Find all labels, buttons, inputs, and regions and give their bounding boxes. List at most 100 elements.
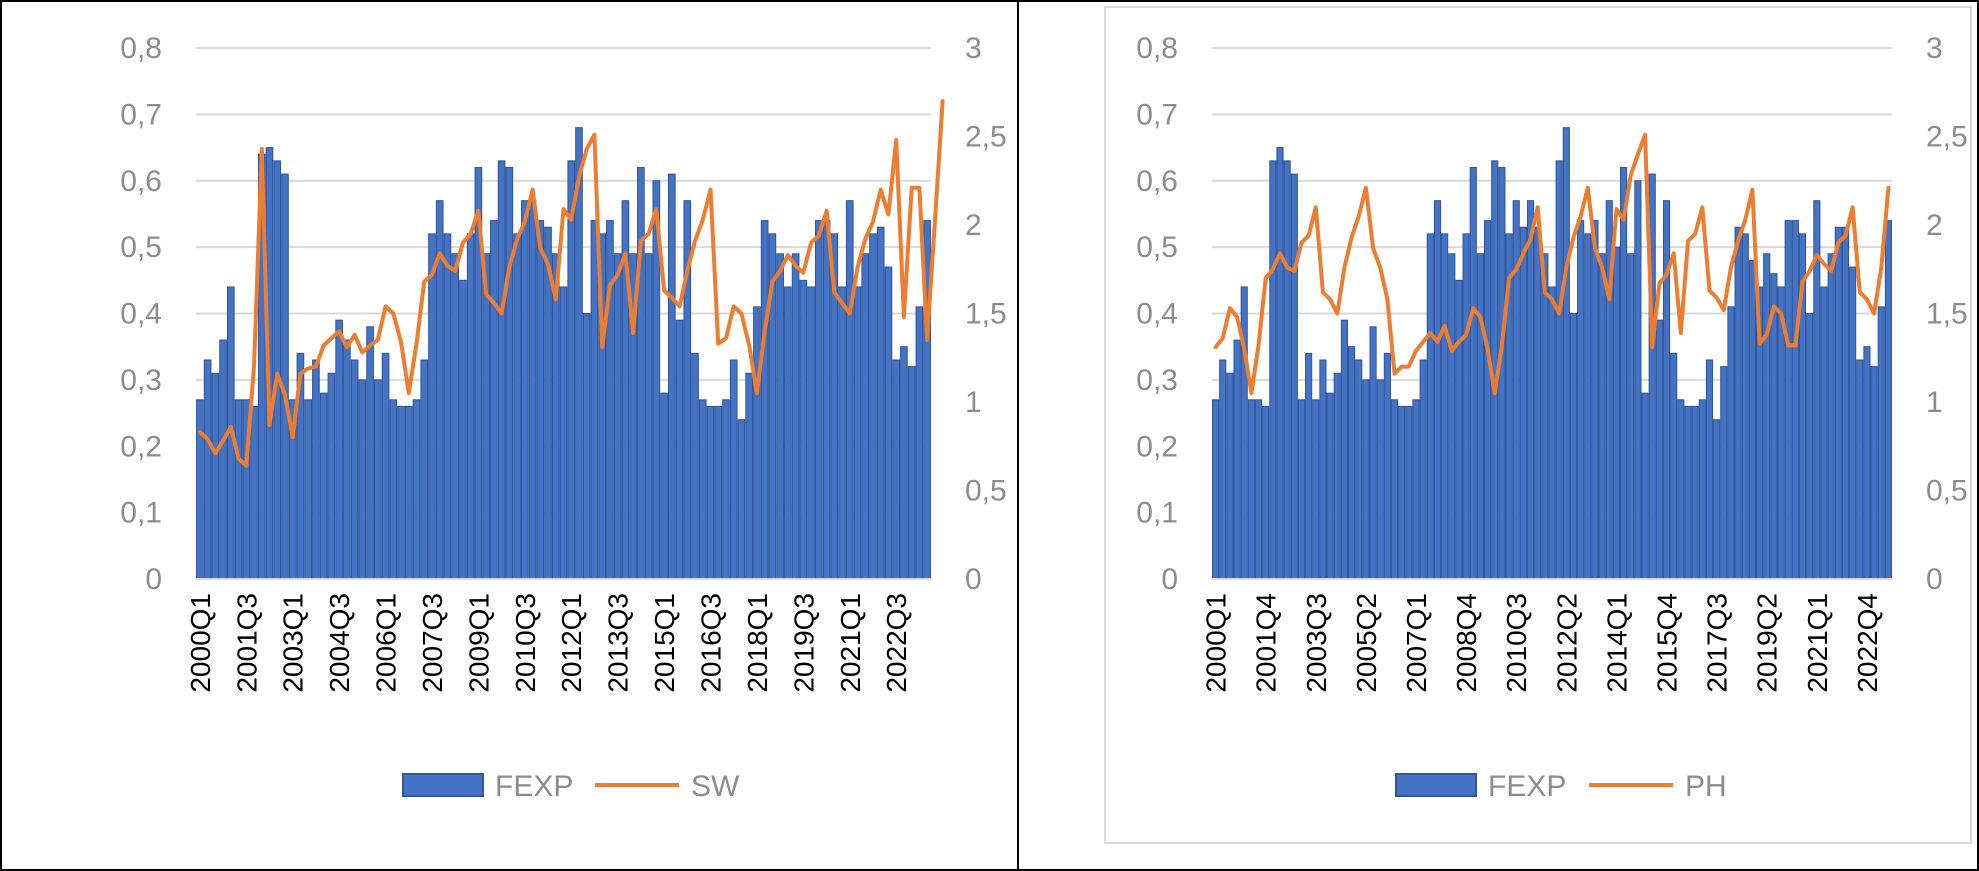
bar <box>1591 220 1599 580</box>
bar <box>745 372 754 580</box>
y-left-tick-label: 0,2 <box>120 430 162 463</box>
y-left-tick-label: 0,8 <box>120 32 162 65</box>
line-series-sw <box>197 99 945 468</box>
y-left-tick-label: 0,4 <box>1136 298 1178 331</box>
bar <box>1541 253 1549 580</box>
bar <box>1383 352 1391 580</box>
bar <box>1412 399 1420 580</box>
x-tick-label: 2005Q2 <box>1351 593 1382 693</box>
bar <box>1677 399 1685 580</box>
bar <box>1784 220 1792 580</box>
bar <box>211 372 220 580</box>
bar <box>1655 319 1663 580</box>
bar <box>1333 372 1341 580</box>
bar <box>1398 405 1406 580</box>
bar <box>1662 200 1671 580</box>
bar <box>358 379 367 580</box>
bar <box>1319 359 1327 580</box>
x-tick-label: 2022Q3 <box>881 593 912 693</box>
bar <box>1791 220 1799 580</box>
y-left-tick-label: 0 <box>1161 563 1178 596</box>
x-tick-label: 2003Q3 <box>1301 593 1332 693</box>
bar <box>1405 405 1413 580</box>
bar <box>869 233 877 580</box>
y-left-tick-label: 0,8 <box>1136 32 1178 65</box>
bar <box>1462 233 1470 580</box>
bar <box>892 359 901 580</box>
legend-item-line: PH <box>1589 770 1727 803</box>
bar <box>404 405 413 580</box>
y-right-tick-label: 3 <box>1926 32 1943 65</box>
y-right-tick-label: 0 <box>1926 563 1943 596</box>
bar <box>876 226 885 580</box>
bar <box>1577 220 1585 580</box>
bar <box>1254 399 1263 580</box>
bar <box>1233 339 1241 580</box>
bar <box>784 286 792 580</box>
bar <box>1705 359 1714 580</box>
bar <box>675 319 684 580</box>
x-tick-label: 2019Q3 <box>788 593 819 693</box>
chart-svg-left: 0 0,1 0,2 0,3 0,4 0,5 0,6 0,7 0,8 0 0,5 1 1,5 2 2,5 3 20… <box>120 32 1007 803</box>
bar <box>1763 253 1771 580</box>
bar <box>1348 346 1356 580</box>
bar <box>1247 399 1255 580</box>
bar <box>1627 253 1635 580</box>
bar <box>319 392 328 580</box>
bar <box>1469 166 1477 580</box>
bar <box>273 160 282 580</box>
bar <box>250 405 258 580</box>
legend-label-bar: FEXP <box>1488 770 1566 803</box>
bar <box>582 313 591 580</box>
bar <box>505 166 514 580</box>
bar <box>1519 226 1527 580</box>
x-tick-label: 2013Q3 <box>603 593 634 693</box>
bar <box>1827 253 1835 580</box>
bar <box>1713 419 1721 580</box>
bar <box>1498 166 1506 580</box>
y-axis-right: 0 0,5 1 1,5 2 2,5 3 <box>1926 32 1968 596</box>
bar <box>698 399 707 580</box>
bar <box>1441 233 1449 580</box>
legend-swatch-bar <box>1395 773 1477 797</box>
legend-label-line: PH <box>1685 770 1727 803</box>
bar <box>451 253 460 580</box>
bar <box>1584 233 1592 580</box>
bar <box>667 173 676 580</box>
bar <box>1748 259 1756 580</box>
x-tick-label: 2007Q1 <box>1401 593 1432 693</box>
bar <box>861 253 870 580</box>
bar <box>350 359 359 580</box>
legend-item-bar: FEXP <box>402 770 573 803</box>
bar <box>366 326 374 580</box>
bar <box>459 279 467 580</box>
bar <box>389 399 398 580</box>
x-tick-label: 2015Q4 <box>1652 593 1683 693</box>
bar-series-fexp <box>1212 127 1892 580</box>
legend-item-line: SW <box>595 770 740 803</box>
bar <box>1884 220 1892 580</box>
y-right-tick-label: 0,5 <box>965 475 1007 508</box>
bar <box>915 306 924 580</box>
legend-swatch-bar <box>402 773 484 797</box>
legend-label-bar: FEXP <box>495 770 573 803</box>
bar <box>1390 399 1399 580</box>
bar <box>1297 399 1306 580</box>
bar <box>1283 160 1291 580</box>
bar <box>1305 352 1313 580</box>
bar <box>551 253 560 580</box>
bar <box>1727 306 1735 580</box>
bar <box>466 233 475 580</box>
bar <box>1877 306 1885 580</box>
bar <box>791 253 800 580</box>
bar <box>1620 166 1628 580</box>
y-right-tick-label: 1 <box>965 386 982 419</box>
bar <box>737 419 746 580</box>
y-left-tick-label: 0,1 <box>120 497 162 530</box>
bar <box>335 319 343 580</box>
y-left-tick-label: 0,5 <box>120 231 162 264</box>
line-series-ph <box>1213 132 1891 396</box>
y-left-tick-label: 0,6 <box>1136 165 1178 198</box>
y-left-tick-label: 0,3 <box>120 364 162 397</box>
bar <box>1741 233 1749 580</box>
